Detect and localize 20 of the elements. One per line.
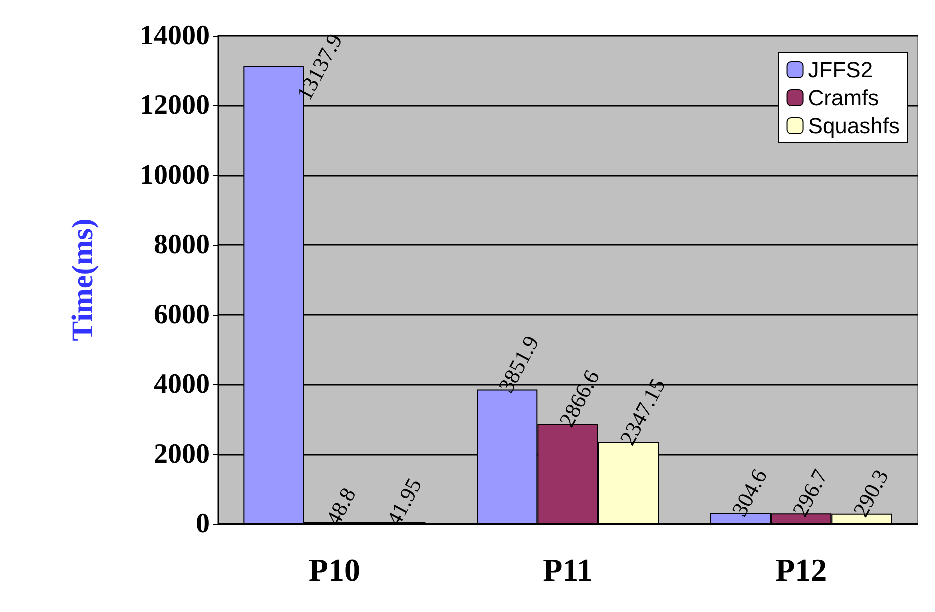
y-tick-label: 12000 (140, 90, 210, 122)
data-label: 296.7 (787, 465, 833, 521)
y-tick-label: 10000 (140, 160, 210, 191)
y-tick-label: 4000 (154, 369, 210, 400)
legend-label: JFFS2 (808, 58, 874, 82)
legend-label: Squashfs (808, 114, 900, 138)
legend-label: Cramfs (808, 86, 880, 110)
y-axis-title: Time(ms) (66, 218, 100, 342)
y-tick-label: 8000 (154, 230, 210, 261)
y-tick-label: 2000 (154, 438, 210, 470)
x-tick-label: P11 (543, 552, 593, 588)
y-tick-label: 14000 (140, 20, 210, 52)
data-label: 48.8 (320, 484, 361, 530)
x-tick-label: P10 (308, 552, 360, 588)
x-tick-label: P12 (776, 552, 828, 588)
data-label: 304.6 (726, 465, 772, 521)
y-tick-label: 0 (196, 508, 210, 540)
data-label: 41.95 (381, 474, 427, 530)
data-label: 290.3 (848, 466, 894, 522)
y-tick-label: 6000 (154, 299, 210, 330)
